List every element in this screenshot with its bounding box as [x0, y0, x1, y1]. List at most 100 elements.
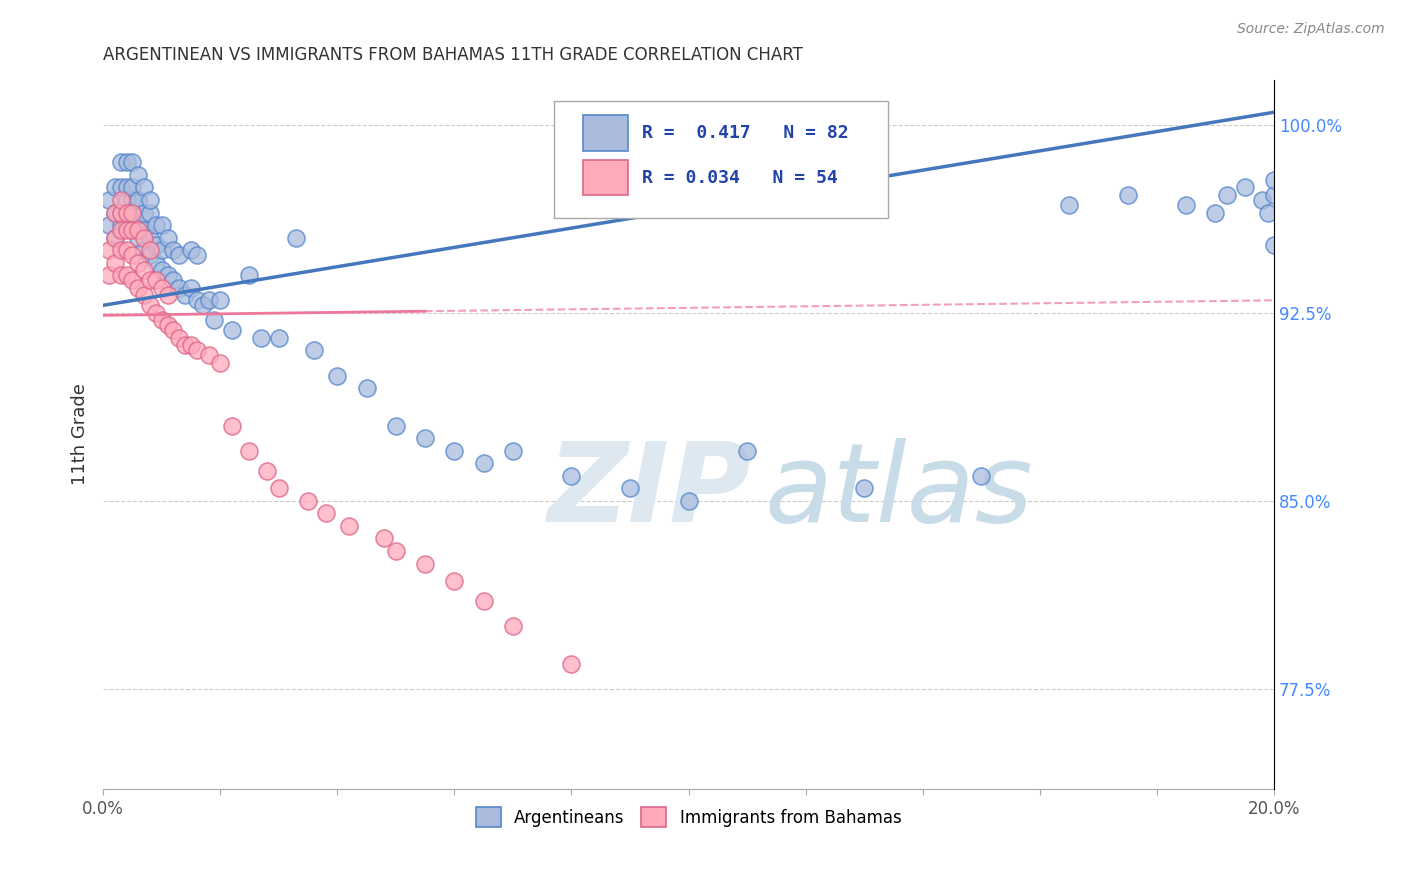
Point: [110, 223, 132, 237]
Text: ARGENTINEAN VS IMMIGRANTS FROM BAHAMAS 11TH GRADE CORRELATION CHART: ARGENTINEAN VS IMMIGRANTS FROM BAHAMAS 1…: [103, 46, 803, 64]
Point: [186, 293, 208, 308]
Point: [98, 268, 121, 283]
Point: [1057, 198, 1080, 212]
Point: [1116, 188, 1139, 202]
Point: [180, 338, 202, 352]
Point: [443, 443, 465, 458]
Point: [104, 230, 127, 244]
Point: [413, 431, 436, 445]
Bar: [583, 115, 627, 151]
Point: [132, 288, 155, 302]
Point: [104, 256, 127, 270]
Point: [1263, 173, 1285, 187]
Point: [127, 218, 149, 232]
Point: [98, 243, 121, 257]
Point: [110, 155, 132, 169]
Point: [1263, 188, 1285, 202]
Point: [853, 481, 876, 495]
Point: [110, 193, 132, 207]
Point: [121, 218, 143, 232]
Point: [121, 223, 143, 237]
Point: [127, 168, 149, 182]
Point: [150, 218, 173, 232]
Point: [285, 230, 308, 244]
Point: [139, 230, 162, 244]
Text: atlas: atlas: [765, 438, 1033, 545]
Point: [98, 193, 121, 207]
Point: [162, 243, 184, 257]
Point: [156, 268, 179, 283]
Point: [1257, 205, 1279, 219]
Point: [115, 243, 138, 257]
Point: [121, 248, 143, 262]
Point: [150, 281, 173, 295]
Point: [267, 481, 290, 495]
Point: [337, 519, 360, 533]
Point: [104, 205, 127, 219]
Point: [121, 205, 143, 219]
Point: [115, 193, 138, 207]
Point: [443, 574, 465, 588]
Text: Source: ZipAtlas.com: Source: ZipAtlas.com: [1237, 22, 1385, 37]
Point: [115, 223, 138, 237]
Point: [132, 243, 155, 257]
Point: [186, 343, 208, 358]
Point: [1251, 193, 1274, 207]
Point: [115, 268, 138, 283]
Point: [121, 180, 143, 194]
Point: [413, 557, 436, 571]
Point: [1175, 198, 1198, 212]
Point: [132, 205, 155, 219]
Point: [127, 281, 149, 295]
Point: [139, 273, 162, 287]
Point: [238, 443, 260, 458]
Point: [156, 288, 179, 302]
Point: [735, 443, 758, 458]
Point: [139, 248, 162, 262]
Point: [110, 205, 132, 219]
Point: [115, 205, 138, 219]
Point: [162, 323, 184, 337]
Point: [560, 468, 582, 483]
Point: [110, 180, 132, 194]
Point: [678, 494, 700, 508]
Point: [209, 356, 232, 370]
Point: [167, 281, 190, 295]
Point: [139, 193, 162, 207]
Point: [560, 657, 582, 671]
Point: [356, 381, 378, 395]
Point: [127, 230, 149, 244]
Point: [145, 306, 167, 320]
Point: [132, 223, 155, 237]
Point: [139, 298, 162, 312]
Point: [186, 248, 208, 262]
Point: [385, 544, 408, 558]
Point: [150, 313, 173, 327]
Point: [145, 256, 167, 270]
Point: [110, 268, 132, 283]
Point: [326, 368, 349, 383]
Point: [174, 338, 197, 352]
Point: [250, 331, 273, 345]
Point: [110, 243, 132, 257]
Point: [121, 193, 143, 207]
Point: [132, 263, 155, 277]
Point: [970, 468, 993, 483]
Point: [127, 193, 149, 207]
Point: [121, 273, 143, 287]
Point: [104, 205, 127, 219]
Point: [315, 507, 337, 521]
Point: [132, 180, 155, 194]
Point: [115, 218, 138, 232]
Point: [150, 263, 173, 277]
Point: [472, 594, 495, 608]
Point: [174, 288, 197, 302]
Point: [104, 230, 127, 244]
Point: [1263, 238, 1285, 252]
Point: [145, 273, 167, 287]
FancyBboxPatch shape: [554, 101, 887, 218]
Point: [127, 223, 149, 237]
Point: [197, 293, 219, 308]
Point: [110, 218, 132, 232]
Text: ZIP: ZIP: [548, 438, 752, 545]
